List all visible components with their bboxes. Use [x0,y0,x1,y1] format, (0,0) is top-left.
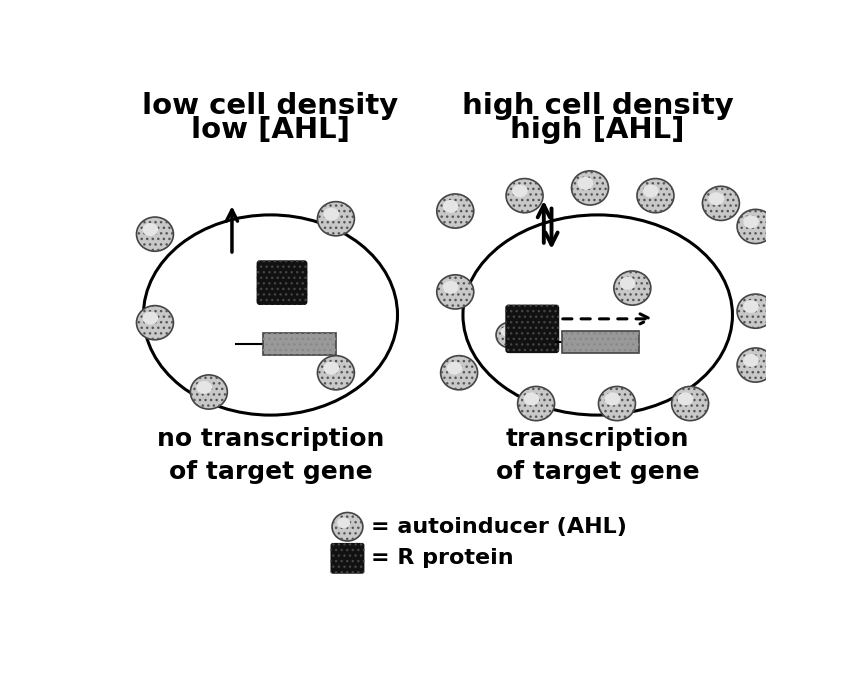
Ellipse shape [317,202,354,236]
Ellipse shape [331,512,362,541]
Ellipse shape [604,393,619,405]
Ellipse shape [190,375,227,409]
Ellipse shape [671,386,708,421]
Ellipse shape [463,215,732,415]
Text: high [AHL]: high [AHL] [509,116,684,144]
Text: high cell density: high cell density [461,92,733,120]
FancyBboxPatch shape [504,304,559,353]
Ellipse shape [436,275,473,309]
Ellipse shape [523,393,538,405]
Ellipse shape [196,381,212,394]
Ellipse shape [442,200,458,213]
Ellipse shape [701,186,739,220]
Ellipse shape [517,386,554,421]
Text: = R protein: = R protein [370,548,513,568]
Ellipse shape [742,354,758,367]
Text: transcription
of target gene: transcription of target gene [495,427,699,484]
Ellipse shape [619,277,635,290]
Ellipse shape [440,356,477,390]
Ellipse shape [446,362,462,375]
Ellipse shape [500,327,512,337]
FancyBboxPatch shape [262,333,336,355]
Ellipse shape [436,194,473,228]
Ellipse shape [642,185,658,197]
Ellipse shape [136,217,173,251]
Ellipse shape [636,178,673,213]
Text: no transcription
of target gene: no transcription of target gene [157,427,383,484]
Ellipse shape [676,393,693,405]
Ellipse shape [337,517,349,528]
Ellipse shape [323,208,339,220]
Ellipse shape [571,171,607,205]
Ellipse shape [736,294,773,328]
Ellipse shape [317,356,354,390]
Ellipse shape [143,215,397,415]
Ellipse shape [142,223,158,236]
Ellipse shape [142,312,158,325]
Ellipse shape [742,216,758,228]
Ellipse shape [736,348,773,382]
Ellipse shape [136,306,173,340]
Ellipse shape [736,209,773,244]
Ellipse shape [598,386,635,421]
Text: low cell density: low cell density [142,92,398,120]
Text: low [AHL]: low [AHL] [191,116,349,144]
Ellipse shape [442,281,458,294]
Ellipse shape [613,271,650,305]
FancyBboxPatch shape [330,543,364,574]
Text: = autoinducer (AHL): = autoinducer (AHL) [370,517,625,537]
FancyBboxPatch shape [256,260,307,305]
Ellipse shape [323,362,339,375]
Ellipse shape [742,300,758,313]
Ellipse shape [505,178,543,213]
Ellipse shape [577,177,592,190]
Ellipse shape [708,193,723,205]
Ellipse shape [496,322,523,348]
FancyBboxPatch shape [561,331,638,353]
Ellipse shape [511,185,527,197]
